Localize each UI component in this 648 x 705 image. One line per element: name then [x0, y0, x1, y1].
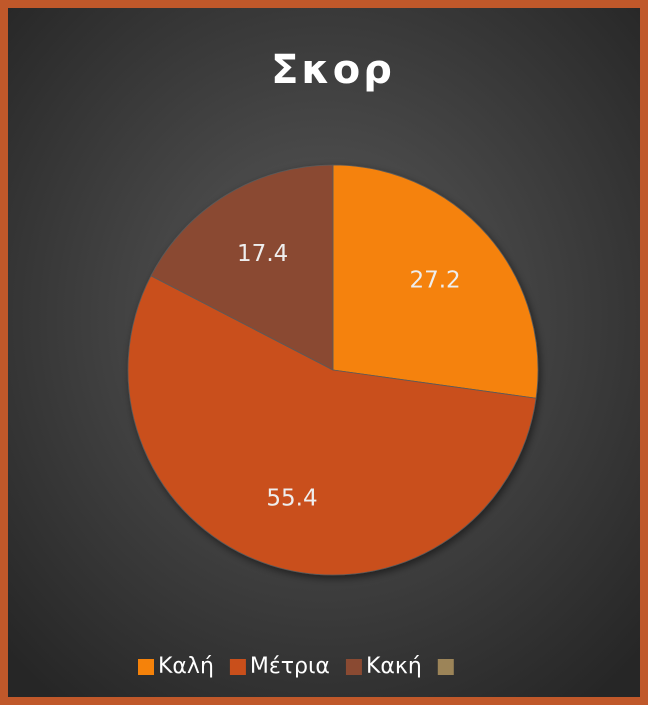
legend-swatch: [437, 659, 454, 675]
legend-swatch: [345, 659, 362, 675]
legend-label: Καλή: [158, 654, 214, 679]
legend-swatch: [138, 659, 154, 675]
chart-title: Σκορ: [271, 47, 395, 93]
legend-label: Μέτρια: [250, 654, 330, 679]
pie-slice: [332, 164, 539, 399]
data-label: 27.2: [409, 268, 460, 294]
pie: [127, 164, 539, 576]
data-label: 55.4: [266, 485, 317, 511]
pie-slice: [127, 275, 537, 576]
pie-slice: [150, 164, 334, 371]
legend-swatch: [229, 659, 246, 675]
legend-label: Κακή: [366, 654, 422, 679]
data-label: 17.4: [237, 241, 288, 267]
